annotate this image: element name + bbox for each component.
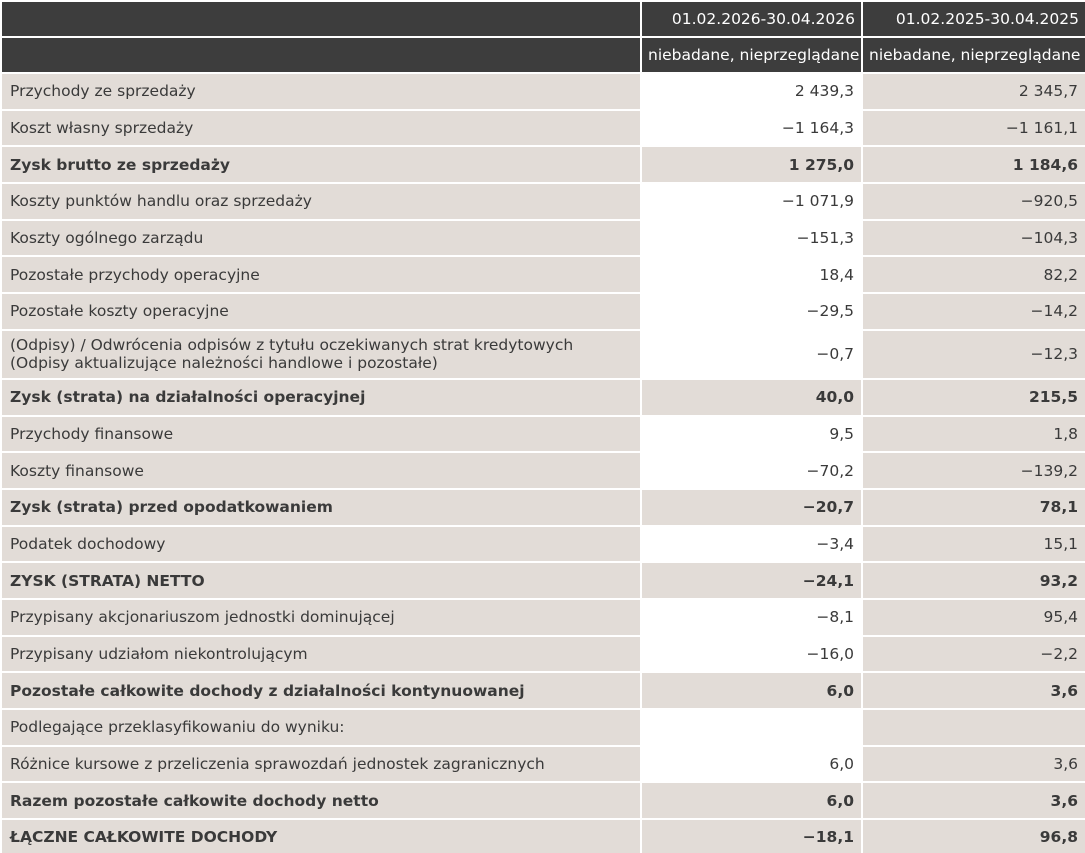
row-label: Zysk (strata) na działalności operacyjne… (0, 377, 642, 417)
value-2025: 1 184,6 (861, 145, 1085, 185)
value-2026: −18,1 (640, 818, 863, 853)
row-label: Przypisany akcjonariuszom jednostki domi… (0, 597, 642, 637)
row-label: ZYSK (STRATA) NETTO (0, 561, 642, 600)
row-label: Pozostałe koszty operacyjne (0, 292, 642, 331)
value-2025: −12,3 (861, 328, 1085, 380)
table-row: Zysk (strata) na działalności operacyjne… (0, 377, 1085, 417)
value-2025: 15,1 (861, 524, 1085, 564)
value-2025: 1,8 (861, 414, 1085, 454)
value-2026: 6,0 (640, 671, 863, 710)
value-2025: 2 345,7 (861, 72, 1085, 111)
row-label: Różnice kursowe z przeliczenia sprawozda… (0, 744, 642, 784)
table-row: Przychody ze sprzedaży 2 439,3 2 345,7 (0, 72, 1085, 111)
row-label: Zysk (strata) przed opodatkowaniem (0, 487, 642, 527)
value-2025: 78,1 (861, 487, 1085, 527)
value-2025 (861, 708, 1085, 747)
value-2026: −3,4 (640, 524, 863, 564)
header-status-2025: niebadane, nieprzeglądane (861, 36, 1085, 74)
table-row: Zysk brutto ze sprzedaży 1 275,0 1 184,6 (0, 145, 1085, 185)
table-row: Przypisany udziałom niekontrolującym −16,… (0, 634, 1085, 674)
value-2025: −920,5 (861, 182, 1085, 221)
value-2025: −139,2 (861, 451, 1085, 490)
row-label: Koszty ogólnego zarządu (0, 218, 642, 258)
table-row: Koszty punktów handlu oraz sprzedaży −1 0… (0, 182, 1085, 221)
header-blank-cell (0, 36, 642, 74)
value-2025: 3,6 (861, 671, 1085, 710)
table-row: Pozostałe całkowite dochody z działalnoś… (0, 671, 1085, 710)
table-row: Koszty ogólnego zarządu −151,3 −104,3 (0, 218, 1085, 258)
row-label: (Odpisy) / Odwrócenia odpisów z tytułu o… (0, 328, 642, 380)
value-2026: 40,0 (640, 377, 863, 417)
value-2026: −1 071,9 (640, 182, 863, 221)
header-blank-cell (0, 0, 642, 38)
value-2026: 6,0 (640, 744, 863, 784)
row-label: Przychody ze sprzedaży (0, 72, 642, 111)
row-label: Podlegające przeklasyfikowaniu do wyniku… (0, 708, 642, 747)
value-2026: −1 164,3 (640, 108, 863, 148)
value-2026: −16,0 (640, 634, 863, 674)
table-row: Pozostałe koszty operacyjne −29,5 −14,2 (0, 292, 1085, 331)
value-2026: −29,5 (640, 292, 863, 331)
value-2025: 3,6 (861, 781, 1085, 821)
row-label: Przychody finansowe (0, 414, 642, 454)
value-2026 (640, 708, 863, 747)
table-row: Różnice kursowe z przeliczenia sprawozda… (0, 744, 1085, 784)
value-2025: 96,8 (861, 818, 1085, 853)
value-2026: 18,4 (640, 255, 863, 295)
table-row: Podatek dochodowy −3,4 15,1 (0, 524, 1085, 564)
row-label: ŁĄCZNE CAŁKOWITE DOCHODY (0, 818, 642, 853)
value-2026: 9,5 (640, 414, 863, 454)
value-2025: 93,2 (861, 561, 1085, 600)
table-row: Koszty finansowe −70,2 −139,2 (0, 451, 1085, 490)
row-label: Koszty finansowe (0, 451, 642, 490)
header-period-2025: 01.02.2025-30.04.2025 (861, 0, 1085, 38)
value-2025: −104,3 (861, 218, 1085, 258)
value-2026: 2 439,3 (640, 72, 863, 111)
value-2026: −8,1 (640, 597, 863, 637)
table-row: Razem pozostałe całkowite dochody netto 6… (0, 781, 1085, 821)
table-row: ZYSK (STRATA) NETTO −24,1 93,2 (0, 561, 1085, 600)
value-2025: 82,2 (861, 255, 1085, 295)
table-row: Koszt własny sprzedaży −1 164,3 −1 161,1 (0, 108, 1085, 148)
value-2025: 215,5 (861, 377, 1085, 417)
header-row-status: niebadane, nieprzeglądane niebadane, nie… (0, 36, 1085, 74)
value-2025: −1 161,1 (861, 108, 1085, 148)
row-label: Razem pozostałe całkowite dochody netto (0, 781, 642, 821)
row-label: Zysk brutto ze sprzedaży (0, 145, 642, 185)
table-row: Pozostałe przychody operacyjne 18,4 82,2 (0, 255, 1085, 295)
value-2026: −20,7 (640, 487, 863, 527)
value-2026: 1 275,0 (640, 145, 863, 185)
value-2025: −14,2 (861, 292, 1085, 331)
value-2025: −2,2 (861, 634, 1085, 674)
row-label: Koszty punktów handlu oraz sprzedaży (0, 182, 642, 221)
table-row: Przychody finansowe 9,5 1,8 (0, 414, 1085, 454)
table-body: Przychody ze sprzedaży 2 439,3 2 345,7 Kosz… (0, 72, 1085, 853)
value-2026: −24,1 (640, 561, 863, 600)
row-label: Przypisany udziałom niekontrolującym (0, 634, 642, 674)
header-row-periods: 01.02.2026-30.04.2026 01.02.2025-30.04.2… (0, 0, 1085, 38)
header-status-2026: niebadane, nieprzeglądane (640, 36, 863, 74)
value-2025: 95,4 (861, 597, 1085, 637)
header-period-2026: 01.02.2026-30.04.2026 (640, 0, 863, 38)
table-row: Przypisany akcjonariuszom jednostki domi… (0, 597, 1085, 637)
table-row: Podlegające przeklasyfikowaniu do wyniku… (0, 708, 1085, 747)
table-row: (Odpisy) / Odwrócenia odpisów z tytułu o… (0, 328, 1085, 380)
table-row: ŁĄCZNE CAŁKOWITE DOCHODY −18,1 96,8 (0, 818, 1085, 853)
row-label: Pozostałe całkowite dochody z działalnoś… (0, 671, 642, 710)
value-2026: −70,2 (640, 451, 863, 490)
table-row: Zysk (strata) przed opodatkowaniem −20,7 7… (0, 487, 1085, 527)
row-label: Podatek dochodowy (0, 524, 642, 564)
value-2026: 6,0 (640, 781, 863, 821)
value-2026: −0,7 (640, 328, 863, 380)
value-2025: 3,6 (861, 744, 1085, 784)
row-label: Koszt własny sprzedaży (0, 108, 642, 148)
value-2026: −151,3 (640, 218, 863, 258)
row-label: Pozostałe przychody operacyjne (0, 255, 642, 295)
